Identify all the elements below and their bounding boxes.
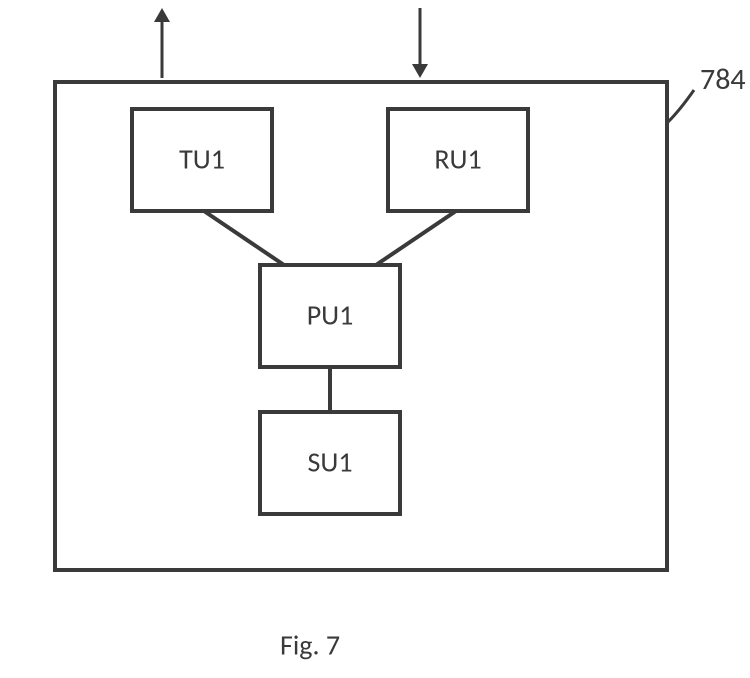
node-SU1-label: SU1 <box>307 445 352 480</box>
reference-number: 784 <box>700 61 746 98</box>
figure-caption: Fig. 7 <box>280 628 340 663</box>
canvas-background <box>0 0 750 678</box>
node-TU1-label: TU1 <box>179 142 225 177</box>
node-RU1-label: RU1 <box>434 142 481 177</box>
node-PU1-label: PU1 <box>307 298 354 333</box>
